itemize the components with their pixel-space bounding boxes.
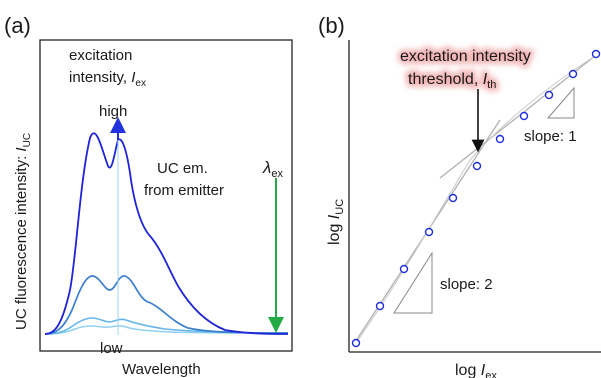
data-trend-curve xyxy=(355,53,599,344)
panel-b-ylabel: log IUC xyxy=(326,199,346,245)
data-point xyxy=(568,69,578,79)
excitation-line1: excitation xyxy=(69,47,132,64)
panel-a-xlabel: Wavelength xyxy=(122,361,201,378)
data-point xyxy=(424,227,434,237)
data-point xyxy=(591,49,601,59)
spectrum-high xyxy=(44,132,289,335)
threshold-line2: threshold, Ith xyxy=(408,71,496,91)
panel-a-label: (a) xyxy=(4,13,31,38)
data-point xyxy=(495,134,505,144)
emission-line2: from emitter xyxy=(144,182,224,199)
slope-1-label: slope: 1 xyxy=(524,128,577,145)
data-point xyxy=(472,161,482,171)
panel-a: (a) UC fluorescence intensity: IUC Wavel… xyxy=(4,13,293,378)
spectrum-low xyxy=(44,317,289,335)
slope-2-label: slope: 2 xyxy=(440,276,493,293)
low-label: low xyxy=(100,340,123,357)
data-point xyxy=(375,301,385,311)
panel-b-label: (b) xyxy=(318,13,345,38)
panel-a-ylabel: UC fluorescence intensity: IUC xyxy=(13,133,33,330)
data-point xyxy=(448,193,458,203)
slope-2-triangle xyxy=(393,251,433,314)
emission-line1: UC em. xyxy=(157,160,208,177)
slope-1-triangle xyxy=(546,86,575,119)
lambda-ex-label: λex xyxy=(262,158,283,180)
data-point xyxy=(351,338,361,348)
data-point xyxy=(399,264,409,274)
spectrum-mid xyxy=(44,275,289,335)
threshold-line1: excitation intensity xyxy=(400,48,531,65)
data-points xyxy=(351,49,601,348)
spectrum-lowest xyxy=(44,325,289,335)
panel-b-xlabel: log Iex xyxy=(455,362,497,378)
data-point xyxy=(544,90,554,100)
high-label: high xyxy=(99,103,127,120)
data-point xyxy=(519,111,529,121)
threshold-label: excitation intensity threshold, Ith exci… xyxy=(397,45,534,94)
threshold-glow-2: threshold, Ith xyxy=(408,71,496,91)
panel-a-frame xyxy=(39,39,293,352)
panel-b: (b) log IUC log Iex excitation intensity… xyxy=(318,13,601,378)
threshold-glow-1: excitation intensity xyxy=(400,48,531,65)
excitation-line2: intensity, Iex xyxy=(69,69,146,89)
